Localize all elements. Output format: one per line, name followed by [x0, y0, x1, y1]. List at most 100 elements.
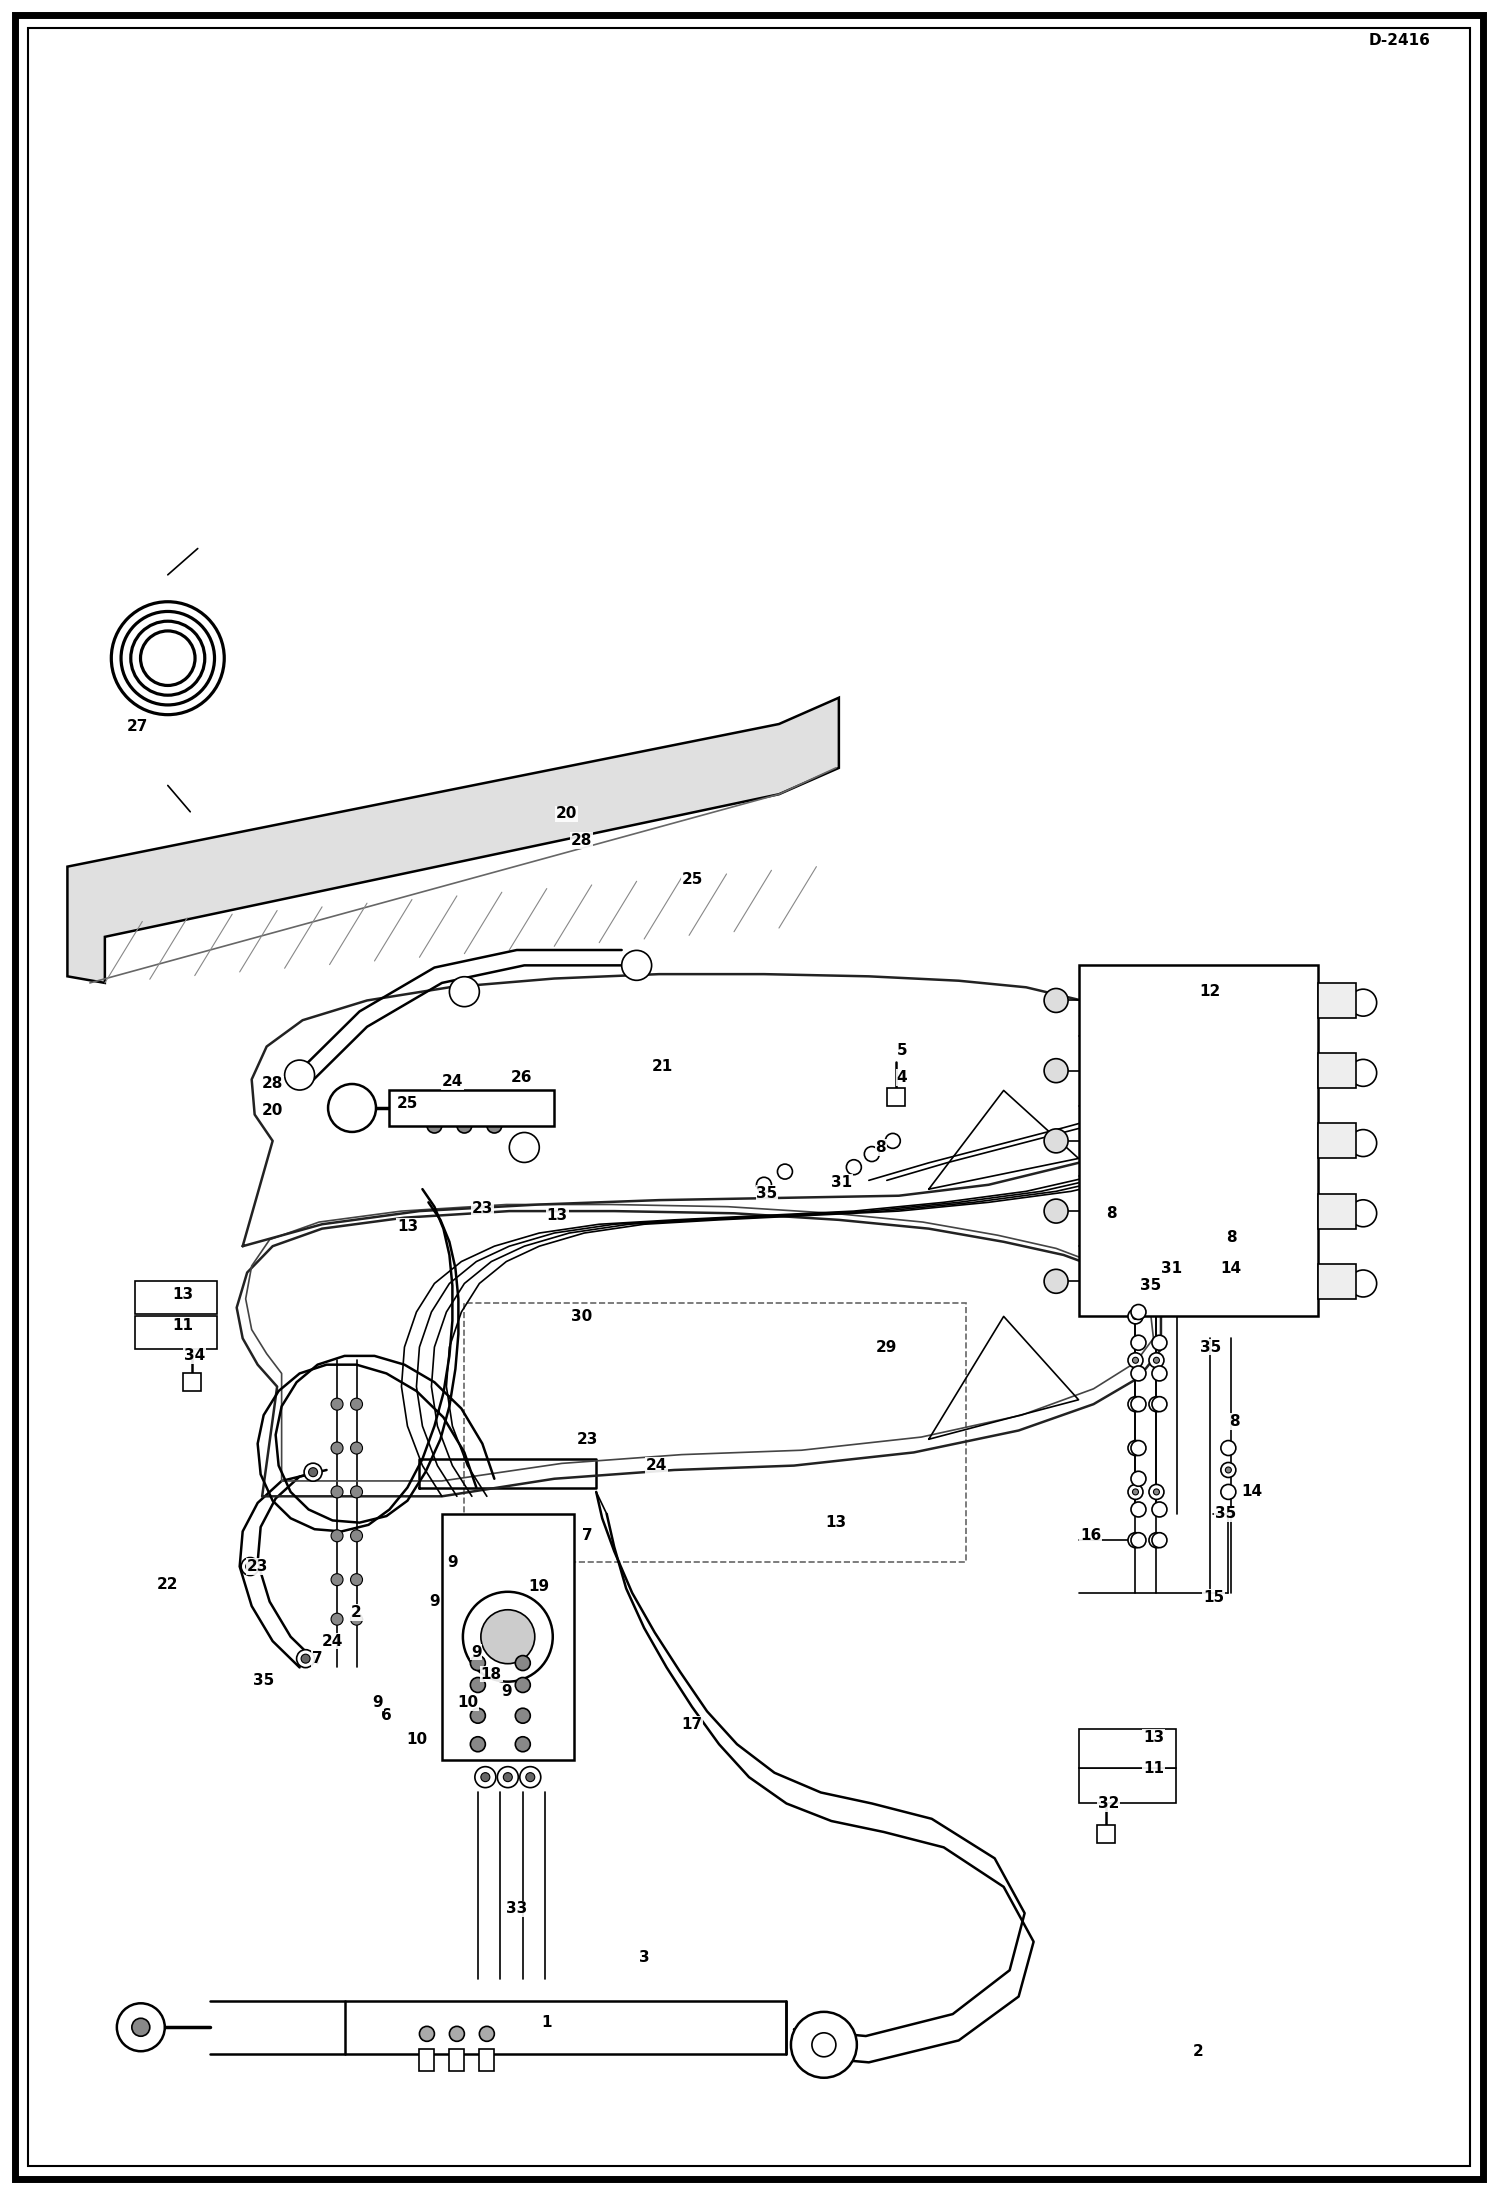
Text: 22: 22 [157, 1577, 178, 1591]
Circle shape [475, 1766, 496, 1788]
Circle shape [427, 1119, 442, 1132]
Bar [183, 1373, 201, 1391]
Text: 24: 24 [646, 1459, 667, 1472]
Text: 8: 8 [875, 1141, 887, 1154]
Bar [1079, 1729, 1176, 1768]
Text: 2: 2 [1192, 2045, 1204, 2058]
Text: 35: 35 [756, 1187, 777, 1200]
Text: 23: 23 [472, 1202, 493, 1215]
Text: 13: 13 [397, 1220, 418, 1233]
Text: 9: 9 [372, 1696, 383, 1709]
Circle shape [1149, 1398, 1164, 1411]
Circle shape [846, 1161, 861, 1174]
Circle shape [331, 1529, 343, 1542]
Circle shape [1221, 1463, 1236, 1477]
Circle shape [297, 1650, 315, 1667]
Text: 34: 34 [184, 1349, 205, 1362]
Text: 14: 14 [1221, 1262, 1242, 1275]
Text: 33: 33 [506, 1902, 527, 1915]
Text: 20: 20 [556, 807, 577, 821]
Polygon shape [67, 698, 839, 983]
Circle shape [285, 1060, 315, 1090]
Circle shape [309, 1468, 318, 1477]
Bar [887, 1088, 905, 1106]
Text: 31: 31 [1161, 1262, 1182, 1275]
Circle shape [885, 1134, 900, 1147]
Circle shape [509, 1132, 539, 1163]
Text: 23: 23 [247, 1560, 268, 1573]
Text: 21: 21 [652, 1060, 673, 1073]
Bar [442, 1514, 574, 1760]
Circle shape [1131, 1503, 1146, 1516]
Circle shape [1149, 1534, 1164, 1547]
Circle shape [1225, 1468, 1231, 1472]
Circle shape [1131, 1398, 1146, 1411]
Bar [1318, 1194, 1356, 1229]
Circle shape [487, 1119, 502, 1132]
Circle shape [331, 1398, 343, 1411]
Text: 20: 20 [262, 1104, 283, 1117]
Text: 9: 9 [470, 1646, 482, 1659]
Circle shape [463, 1593, 553, 1681]
Text: 8: 8 [1106, 1207, 1118, 1220]
Text: 3: 3 [638, 1950, 650, 1964]
Circle shape [1131, 1305, 1146, 1319]
Circle shape [791, 2012, 857, 2078]
Circle shape [515, 1656, 530, 1670]
Circle shape [449, 976, 479, 1007]
Circle shape [1131, 1441, 1146, 1455]
Bar [419, 2049, 434, 2071]
Text: 9: 9 [500, 1685, 512, 1698]
Circle shape [864, 1147, 879, 1161]
Circle shape [1153, 1538, 1159, 1542]
Circle shape [1350, 1200, 1377, 1226]
Circle shape [1131, 1367, 1146, 1380]
Text: 16: 16 [1080, 1529, 1101, 1542]
Text: 5: 5 [896, 1044, 908, 1058]
Circle shape [1132, 1538, 1138, 1542]
Text: 27: 27 [127, 720, 148, 733]
Circle shape [132, 2018, 150, 2036]
Circle shape [470, 1656, 485, 1670]
Circle shape [622, 950, 652, 981]
Circle shape [1128, 1534, 1143, 1547]
Circle shape [1152, 1367, 1167, 1380]
Text: 28: 28 [571, 834, 592, 847]
Circle shape [1044, 989, 1068, 1011]
Circle shape [1153, 1358, 1159, 1362]
Text: 11: 11 [172, 1319, 193, 1332]
Text: 8: 8 [1228, 1415, 1240, 1428]
Circle shape [515, 1709, 530, 1722]
Text: 24: 24 [442, 1075, 463, 1088]
Circle shape [1128, 1441, 1143, 1455]
Bar [1097, 1825, 1115, 1843]
Circle shape [241, 1558, 259, 1575]
Circle shape [515, 1678, 530, 1692]
Circle shape [117, 2003, 165, 2051]
Circle shape [1128, 1398, 1143, 1411]
Circle shape [1350, 1130, 1377, 1156]
Circle shape [351, 1398, 363, 1411]
Text: 13: 13 [825, 1516, 846, 1529]
Circle shape [1221, 1485, 1236, 1499]
Circle shape [526, 1773, 535, 1782]
Text: 35: 35 [1215, 1507, 1236, 1520]
Text: 12: 12 [1200, 985, 1221, 998]
Text: 7: 7 [312, 1652, 324, 1665]
Circle shape [497, 1766, 518, 1788]
Text: 6: 6 [380, 1709, 392, 1722]
Circle shape [481, 1773, 490, 1782]
Text: 26: 26 [511, 1071, 532, 1084]
Bar [464, 1303, 966, 1562]
Circle shape [1152, 1503, 1167, 1516]
Circle shape [1221, 1441, 1236, 1455]
Bar [135, 1316, 217, 1349]
Circle shape [1149, 1354, 1164, 1367]
Circle shape [1128, 1310, 1143, 1323]
Circle shape [449, 2027, 464, 2040]
Text: 13: 13 [547, 1209, 568, 1222]
Circle shape [812, 2034, 836, 2056]
Text: 11: 11 [1143, 1762, 1164, 1775]
Text: 19: 19 [529, 1580, 550, 1593]
Circle shape [1132, 1490, 1138, 1494]
